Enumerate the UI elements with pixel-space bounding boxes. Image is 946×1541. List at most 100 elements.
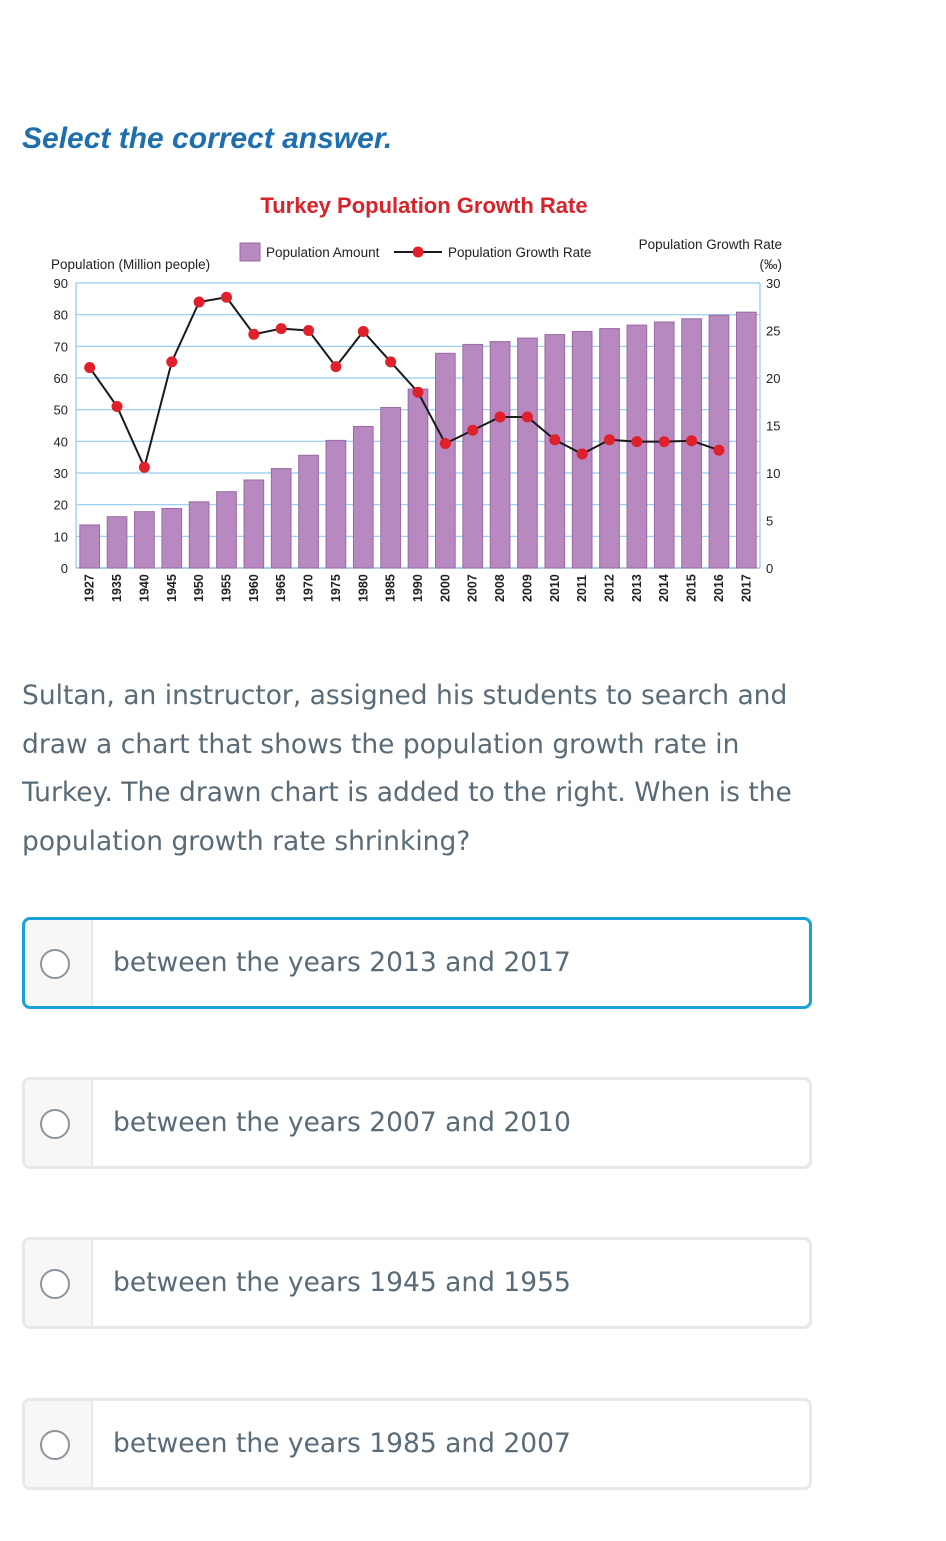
population-bar xyxy=(188,501,210,569)
answer-option-3[interactable]: between the years 1945 and 1955 xyxy=(22,1237,812,1329)
population-bar xyxy=(462,343,484,569)
x-tick-label: 2014 xyxy=(657,574,671,602)
radio-button[interactable] xyxy=(40,1430,70,1460)
legend-bar-label: Population Amount xyxy=(266,245,380,260)
population-bar xyxy=(489,341,511,569)
legend-line-marker xyxy=(412,246,424,258)
population-bar xyxy=(544,334,566,569)
population-bar xyxy=(380,406,401,569)
population-bar xyxy=(599,328,620,569)
growth-rate-point xyxy=(303,325,315,336)
population-bar xyxy=(270,468,292,569)
radio-button[interactable] xyxy=(40,949,70,979)
population-bar xyxy=(106,516,128,569)
growth-rate-point xyxy=(658,436,670,448)
growth-rate-point xyxy=(576,448,588,460)
answer-option-label: between the years 2013 and 2017 xyxy=(113,947,571,978)
population-bar xyxy=(435,352,456,569)
x-tick-label: 2012 xyxy=(603,574,617,602)
y-left-tick-label: 70 xyxy=(54,339,68,354)
answer-option-2[interactable]: between the years 2007 and 2010 xyxy=(22,1077,812,1169)
radio-cell xyxy=(25,1080,93,1166)
x-tick-label: 2016 xyxy=(712,574,726,602)
y-right-tick-label: 15 xyxy=(766,419,780,434)
y-left-tick-label: 40 xyxy=(54,434,68,449)
growth-rate-point xyxy=(248,328,260,340)
y-left-tick-label: 50 xyxy=(54,403,68,418)
population-bar xyxy=(735,311,757,569)
population-bar xyxy=(325,439,347,569)
question-text: Sultan, an instructor, assigned his stud… xyxy=(22,680,792,857)
x-tick-label: 2000 xyxy=(438,574,452,602)
x-tick-label: 1970 xyxy=(302,574,316,602)
x-tick-label: 1935 xyxy=(110,574,124,602)
radio-cell xyxy=(25,1401,93,1487)
radio-button[interactable] xyxy=(40,1269,70,1299)
x-tick-label: 1940 xyxy=(137,574,151,602)
population-bar xyxy=(79,524,101,569)
y-left-tick-label: 0 xyxy=(61,561,68,576)
x-tick-label: 1985 xyxy=(384,574,398,602)
growth-rate-point xyxy=(385,356,397,368)
instruction-title: Select the correct answer. xyxy=(22,122,393,155)
answer-option-label: between the years 1985 and 2007 xyxy=(113,1428,571,1459)
y-left-tick-label: 30 xyxy=(54,466,68,481)
x-tick-label: 1945 xyxy=(165,574,179,602)
x-tick-label: 1975 xyxy=(329,574,343,602)
growth-rate-point xyxy=(138,461,150,473)
y-right-tick-label: 10 xyxy=(766,466,780,481)
x-tick-label: 2013 xyxy=(630,574,644,602)
growth-rate-point xyxy=(439,438,451,450)
x-tick-label: 2009 xyxy=(520,574,534,602)
y-right-axis-unit: (‰) xyxy=(760,257,783,272)
y-right-axis-title: Population Growth Rate xyxy=(639,237,782,252)
x-tick-label: 2011 xyxy=(575,575,589,602)
y-right-tick-label: 20 xyxy=(766,371,780,386)
x-tick-label: 2017 xyxy=(739,574,753,602)
population-bar xyxy=(708,314,730,569)
population-bar xyxy=(407,388,429,569)
answer-option-4[interactable]: between the years 1985 and 2007 xyxy=(22,1398,812,1490)
growth-rate-point xyxy=(521,411,533,423)
y-left-tick-label: 90 xyxy=(54,276,68,291)
population-bar xyxy=(298,454,319,569)
answer-option-label: between the years 2007 and 2010 xyxy=(113,1107,571,1138)
chart-title: Turkey Population Growth Rate xyxy=(260,193,587,218)
growth-rate-point xyxy=(713,444,725,456)
growth-rate-point xyxy=(275,323,287,335)
growth-rate-point xyxy=(604,434,616,446)
legend-bar-swatch xyxy=(239,242,261,262)
radio-cell xyxy=(25,920,93,1006)
y-right-tick-label: 0 xyxy=(766,561,773,576)
y-left-tick-label: 20 xyxy=(54,498,68,513)
y-right-tick-label: 5 xyxy=(766,514,773,529)
radio-cell xyxy=(25,1240,93,1326)
answer-option-label: between the years 1945 and 1955 xyxy=(113,1267,571,1298)
population-bar xyxy=(216,491,237,569)
growth-rate-point xyxy=(412,386,424,398)
answer-option-1[interactable]: between the years 2013 and 2017 xyxy=(22,917,812,1009)
y-left-tick-label: 60 xyxy=(54,371,68,386)
growth-rate-point xyxy=(84,362,96,374)
x-tick-label: 1990 xyxy=(411,574,425,602)
growth-rate-point xyxy=(549,434,561,446)
population-bar xyxy=(134,511,155,569)
x-tick-label: 1955 xyxy=(219,574,233,602)
y-left-tick-label: 10 xyxy=(54,529,68,544)
population-bar xyxy=(517,337,538,569)
y-left-tick-label: 80 xyxy=(54,308,68,323)
growth-rate-point xyxy=(111,401,123,412)
x-tick-label: 1965 xyxy=(274,574,288,602)
growth-rate-point xyxy=(220,291,232,303)
radio-button[interactable] xyxy=(40,1109,70,1139)
x-tick-label: 2007 xyxy=(466,574,480,602)
x-tick-label: 1950 xyxy=(192,574,206,602)
x-tick-label: 2010 xyxy=(548,574,562,602)
x-tick-label: 1960 xyxy=(247,574,261,602)
x-tick-label: 1980 xyxy=(356,574,370,602)
y-right-tick-label: 30 xyxy=(766,276,780,291)
x-tick-label: 1927 xyxy=(83,574,97,602)
growth-rate-point xyxy=(686,435,698,447)
y-left-axis-title: Population (Million people) xyxy=(51,257,210,272)
population-bar xyxy=(161,507,183,569)
